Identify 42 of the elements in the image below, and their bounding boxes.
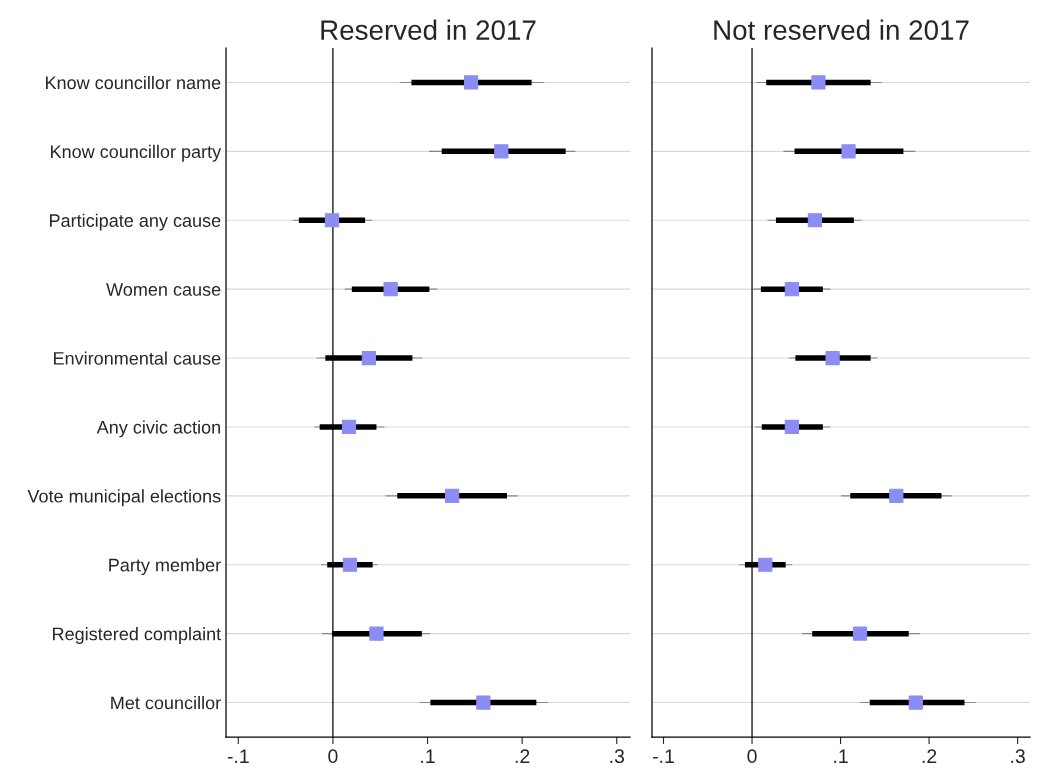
x-tick-label: 0 — [328, 749, 338, 764]
point — [889, 488, 904, 503]
y-tick-label: Party member — [109, 558, 221, 576]
point — [784, 419, 799, 435]
x-tick-label: .3 — [610, 749, 625, 764]
x-tick-label: .1 — [834, 749, 848, 763]
point — [342, 557, 358, 572]
x-tick-label: .1 — [421, 749, 435, 763]
point — [841, 144, 856, 159]
point — [361, 350, 376, 366]
x-tick-label: -.1 — [653, 749, 674, 763]
point — [758, 557, 773, 572]
x-tick-label: 0 — [747, 749, 757, 764]
y-tick-label: Any civic action — [96, 420, 220, 438]
point — [784, 282, 799, 297]
point — [341, 419, 357, 435]
y-tick-label: Met councillor — [111, 696, 221, 710]
point — [476, 695, 491, 710]
point — [445, 488, 460, 503]
point — [369, 626, 384, 641]
point — [463, 75, 479, 90]
x-tick-label: -.1 — [227, 749, 249, 763]
y-tick-label: Participate any cause — [50, 213, 221, 231]
point — [494, 144, 509, 159]
point — [807, 213, 822, 228]
y-tick-label: Environmental cause — [54, 351, 221, 365]
point — [908, 695, 923, 710]
point — [811, 75, 826, 90]
x-tick-label: .2 — [515, 749, 530, 763]
y-tick-label: Know councillor name — [46, 75, 221, 90]
y-tick-label: Women cause — [106, 283, 221, 296]
y-tick-label: Know councillor party — [51, 144, 222, 162]
point — [324, 213, 340, 228]
point — [825, 350, 840, 366]
chart-title: Not reserved in 2017 — [714, 19, 969, 40]
point — [383, 282, 398, 297]
y-tick-label: Registered complaint — [53, 627, 222, 644]
x-tick-label: .2 — [922, 749, 937, 763]
y-tick-label: Vote municipal elections — [27, 489, 221, 507]
chart-title: Reserved in 2017 — [321, 19, 536, 40]
x-tick-label: .3 — [1011, 749, 1025, 764]
point — [852, 626, 868, 641]
